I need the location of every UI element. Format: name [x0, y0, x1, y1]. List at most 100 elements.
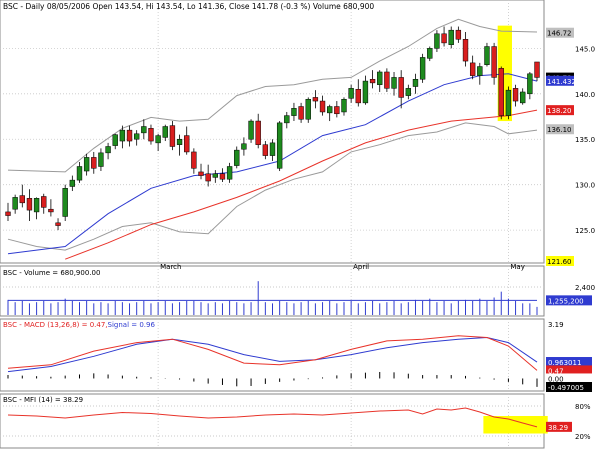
- candle-body: [255, 120, 261, 145]
- mfi-tick-label: 80%: [575, 403, 591, 411]
- candle: [219, 168, 226, 182]
- candle: [126, 125, 133, 147]
- candle: [298, 102, 304, 123]
- candle-body: [76, 166, 83, 181]
- candle: [241, 137, 247, 156]
- price-marker: [546, 256, 574, 266]
- signal-label: Signal = 0.96: [108, 321, 156, 329]
- price-marker: [546, 75, 574, 86]
- candle: [112, 133, 118, 150]
- candle-body: [334, 106, 340, 115]
- candle-body: [162, 126, 168, 138]
- candle: [412, 73, 419, 94]
- candle-body: [462, 39, 469, 62]
- candle: [477, 62, 483, 85]
- candle: [33, 197, 40, 220]
- candle: [91, 151, 97, 174]
- candle: [434, 30, 440, 52]
- candle: [527, 71, 533, 100]
- candle-body: [26, 198, 33, 211]
- mfi-series: [7, 407, 538, 428]
- candle-body: [169, 125, 176, 147]
- candle: [284, 111, 290, 129]
- candle-body: [69, 179, 76, 187]
- candle-body: [327, 106, 333, 114]
- candle-body: [83, 157, 90, 172]
- candle-body: [141, 126, 147, 134]
- candle-body: [477, 66, 483, 76]
- candle: [405, 84, 412, 100]
- candle: [255, 113, 261, 149]
- macd-marker: [546, 319, 592, 329]
- candle-body: [241, 143, 247, 150]
- month-label: May: [510, 263, 524, 271]
- candle-body: [520, 91, 526, 104]
- volume-marker: [546, 295, 592, 306]
- candle-body: [119, 129, 126, 142]
- candle-body: [512, 88, 519, 102]
- candle: [98, 148, 104, 172]
- candle-body: [434, 33, 440, 49]
- candle-body: [33, 198, 40, 213]
- candle: [262, 141, 269, 160]
- candle-body: [319, 100, 326, 113]
- candle-body: [312, 97, 319, 102]
- candle-body: [491, 46, 497, 78]
- candle: [155, 133, 161, 152]
- candle-body: [148, 128, 154, 142]
- sma20-line: [7, 73, 538, 255]
- candle: [205, 164, 211, 187]
- macd-marker-label: 0.00: [548, 375, 564, 383]
- macd-marker-label: -0.497005: [548, 384, 584, 392]
- candle: [427, 46, 433, 62]
- candle-body: [291, 108, 297, 116]
- volume-marker-label: 1,255,200: [548, 297, 584, 305]
- candle-body: [305, 98, 311, 120]
- macd-marker: [546, 365, 592, 376]
- candle-body: [62, 188, 68, 217]
- candle-body: [212, 173, 218, 178]
- candle-body: [355, 88, 361, 104]
- candle-body: [469, 62, 476, 76]
- candle-body: [284, 115, 290, 124]
- candle: [141, 119, 147, 140]
- candle-body: [455, 29, 462, 40]
- mfi-line: [7, 407, 538, 428]
- candle: [41, 193, 47, 214]
- price-tick-label: 140.0: [575, 91, 595, 99]
- candle: [226, 162, 233, 183]
- candle-body: [391, 77, 397, 89]
- candle: [12, 194, 18, 214]
- candle-body: [19, 195, 25, 204]
- candle: [69, 175, 76, 192]
- volume-panel-title: BSC - Volume = 680,900.00: [3, 269, 100, 277]
- volume-series: [7, 281, 538, 315]
- candle-body: [262, 144, 269, 156]
- mfi-panel-title: BSC - MFI (14) = 38.29: [3, 396, 83, 404]
- candle: [105, 142, 111, 160]
- candle: [534, 61, 540, 82]
- price-tick-label: 145.0: [575, 45, 595, 53]
- candle: [498, 66, 504, 120]
- candle: [505, 86, 512, 120]
- candle: [48, 199, 54, 217]
- candle: [348, 84, 354, 103]
- candle: [491, 42, 497, 85]
- candle-body: [505, 89, 512, 116]
- candle: [234, 146, 240, 169]
- candle-body: [348, 88, 354, 99]
- candle-body: [5, 211, 11, 216]
- candle: [377, 70, 383, 92]
- candle-body: [362, 80, 369, 104]
- price-panel: [0, 0, 545, 264]
- price-marker-label: 121.60: [547, 258, 572, 266]
- candle: [341, 97, 347, 116]
- sma50-line: [65, 109, 538, 260]
- price-marker-label: 146.72: [547, 30, 572, 38]
- candle-body: [55, 222, 61, 226]
- candle: [26, 189, 33, 222]
- signal-line: [7, 336, 538, 373]
- candle-body: [269, 142, 276, 156]
- candle-body: [441, 33, 447, 44]
